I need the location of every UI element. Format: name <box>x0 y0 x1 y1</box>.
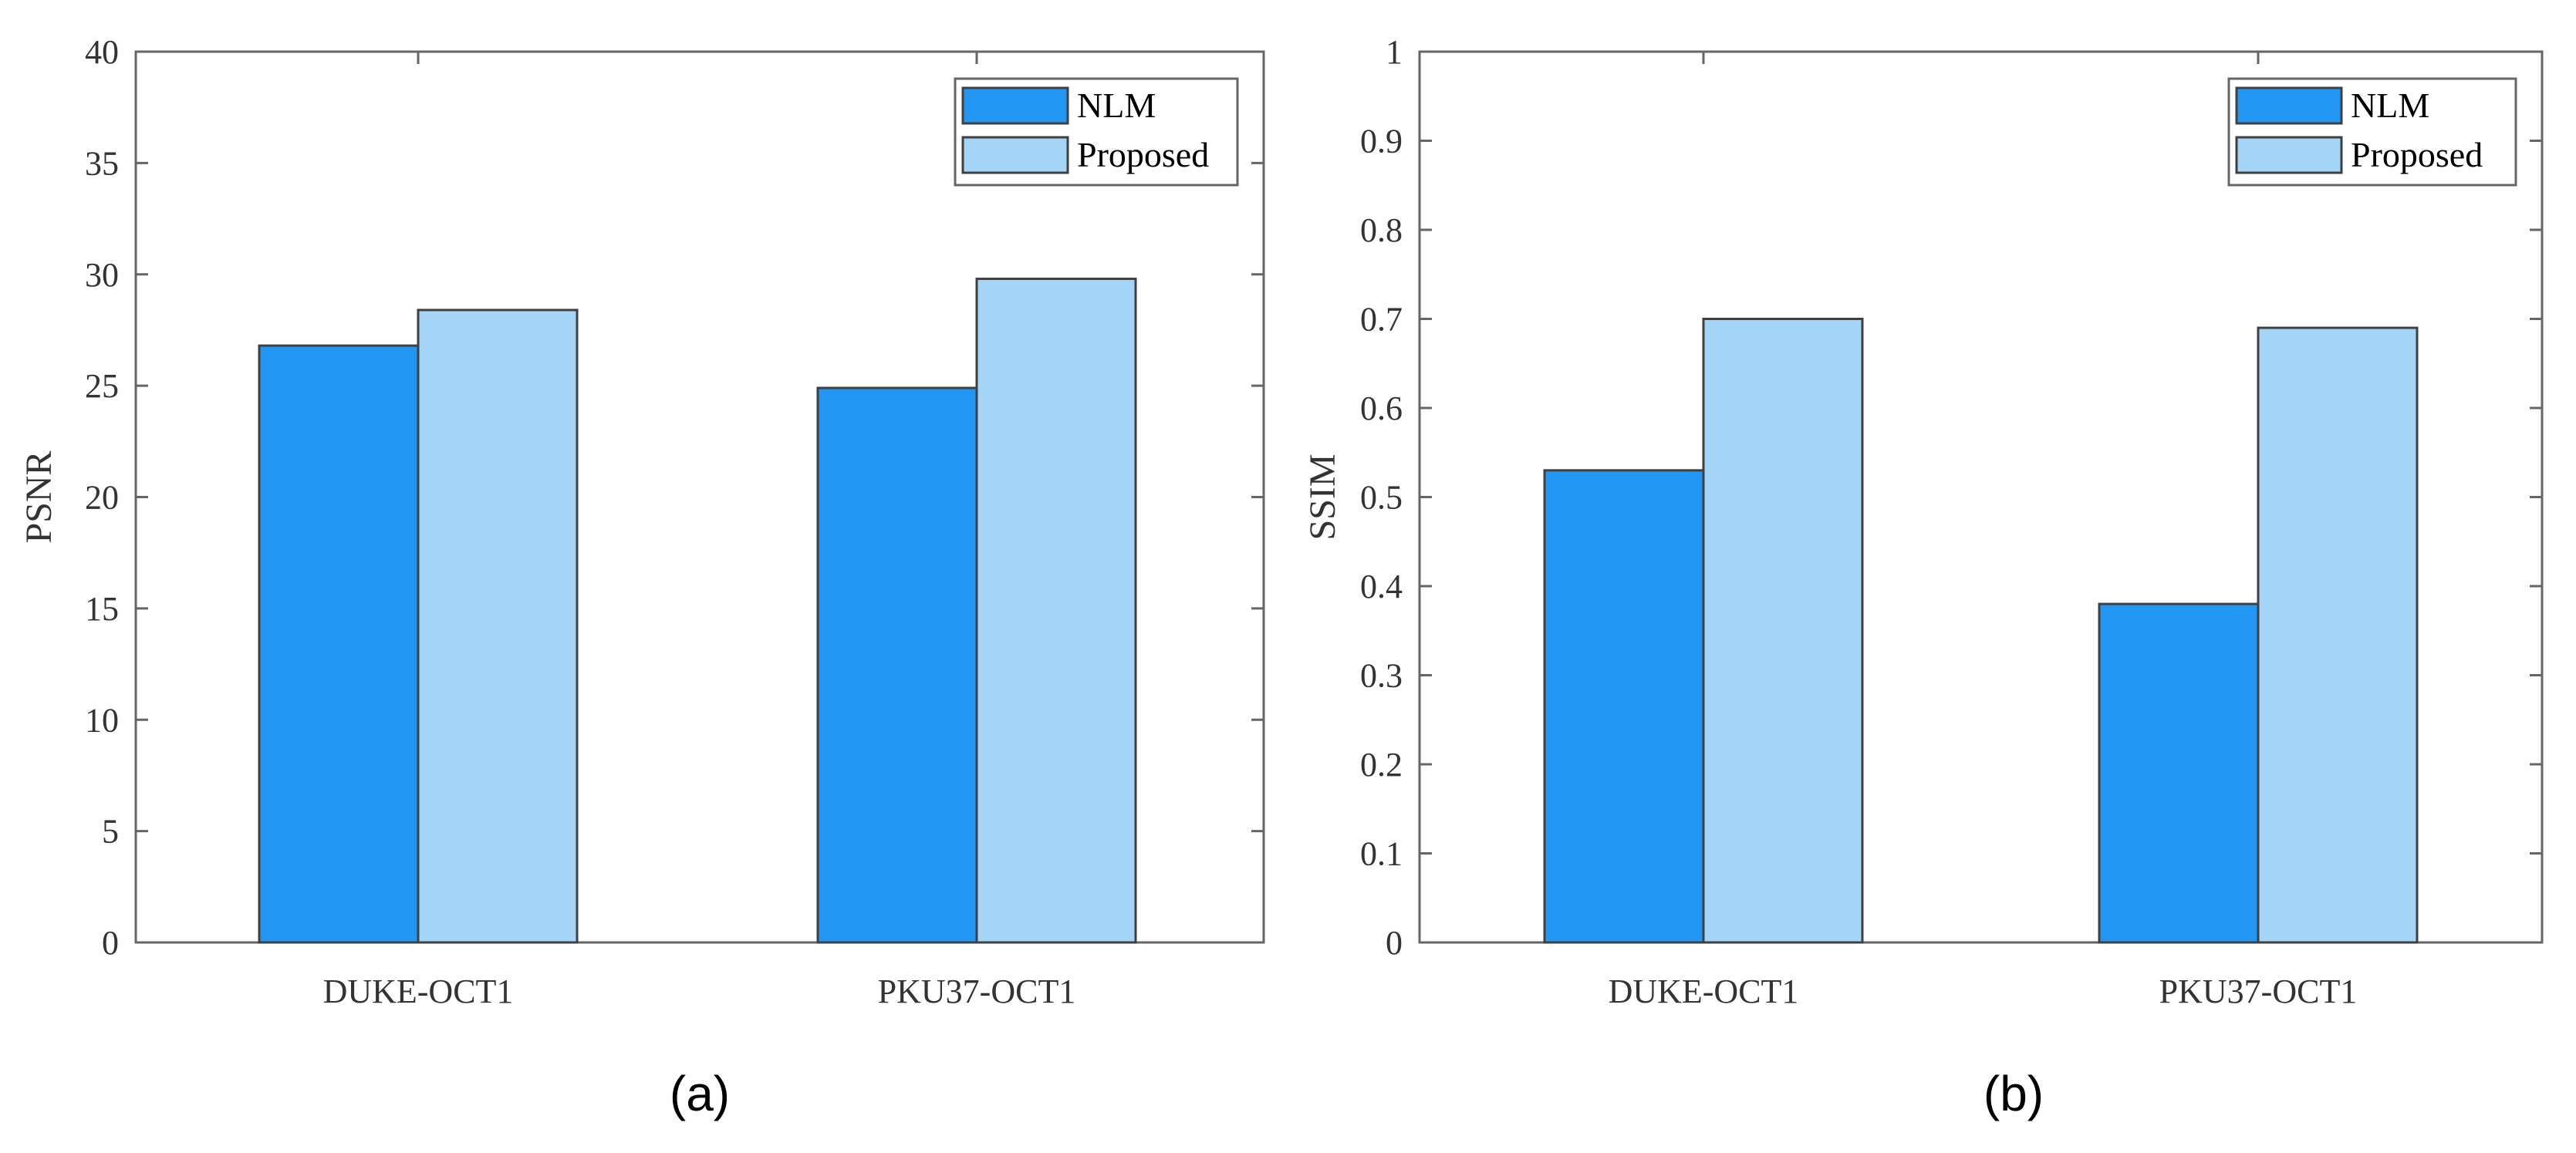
legend-swatch-nlm <box>2235 86 2343 125</box>
y-tick-label: 0 <box>102 924 119 962</box>
y-axis-title: PSNR <box>19 450 59 543</box>
legend-swatch-nlm <box>961 86 1069 125</box>
legend-label-nlm: NLM <box>2351 86 2429 125</box>
y-tick-label: 15 <box>85 590 119 628</box>
panel-caption: (a) <box>670 1066 730 1121</box>
bar-proposed-pku37-oct1 <box>975 278 1137 944</box>
y-tick-label: 10 <box>85 701 119 739</box>
bar-nlm-duke-oct1 <box>1543 469 1705 944</box>
legend-label-proposed: Proposed <box>1077 135 1209 174</box>
y-tick-label: 20 <box>85 479 119 517</box>
bar-proposed-pku37-oct1 <box>2257 326 2419 944</box>
bar-nlm-pku37-oct1 <box>2098 602 2260 944</box>
y-tick-label: 0.1 <box>1360 835 1403 873</box>
y-tick-label: 0.5 <box>1360 479 1403 517</box>
ssim-chart-panel: 0 0.1 0.2 0.3 0.4 0.5 0.6 0.7 0.8 0.9 1 DUKE-OCT1 PK… <box>1302 33 2544 1121</box>
y-tick-label: 30 <box>85 256 119 294</box>
psnr-chart-panel: 0 5 10 15 20 25 30 35 40 DUKE-OCT1 PKU37-OCT1 PSNR N… <box>19 33 1265 1121</box>
bar-nlm-pku37-oct1 <box>816 386 978 944</box>
bar-proposed-duke-oct1 <box>1702 318 1864 944</box>
x-tick-label: PKU37-OCT1 <box>878 973 1076 1010</box>
y-tick-label: 0.4 <box>1360 568 1403 605</box>
y-tick-label: 25 <box>85 367 119 405</box>
y-tick-label: 0.9 <box>1360 123 1403 160</box>
y-tick-label: 0.8 <box>1360 211 1403 249</box>
bar-proposed-duke-oct1 <box>417 308 579 944</box>
y-tick-label: 0.7 <box>1360 301 1403 339</box>
x-tick-label: PKU37-OCT1 <box>2159 973 2358 1010</box>
y-tick-label: 5 <box>102 813 119 851</box>
y-tick-label: 0.3 <box>1360 657 1403 695</box>
legend-label-proposed: Proposed <box>2351 135 2483 174</box>
y-tick-label: 0 <box>1386 924 1403 962</box>
y-tick-label: 0.6 <box>1360 389 1403 427</box>
legend-swatch-proposed <box>961 136 1069 174</box>
x-tick-label: DUKE-OCT1 <box>323 973 514 1010</box>
bar-nlm-duke-oct1 <box>258 344 420 944</box>
panel-caption: (b) <box>1983 1066 2044 1121</box>
y-tick-label: 35 <box>85 144 119 182</box>
legend-swatch-proposed <box>2235 136 2343 174</box>
y-tick-label: 1 <box>1386 33 1403 71</box>
y-tick-label: 40 <box>85 33 119 71</box>
x-tick-label: DUKE-OCT1 <box>1609 973 1799 1010</box>
y-tick-label: 0.2 <box>1360 746 1403 784</box>
y-axis-title: SSIM <box>1302 453 1343 540</box>
legend-label-nlm: NLM <box>1077 86 1156 125</box>
